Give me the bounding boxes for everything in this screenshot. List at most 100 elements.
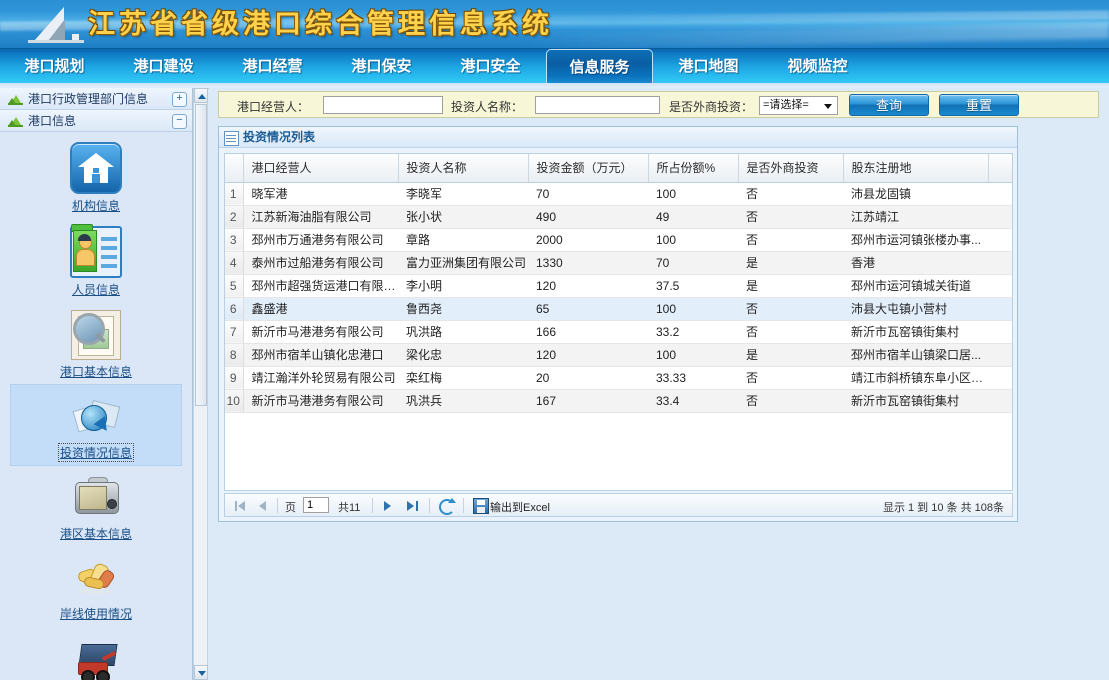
document-magnifier-icon <box>71 310 121 360</box>
sidebar-item-personnel-info[interactable]: 人员信息 <box>10 218 182 302</box>
cell-place: 沛县大屯镇小营村 <box>843 297 988 321</box>
nav-tab-info-service[interactable]: 信息服务 <box>546 49 653 84</box>
person-card-icon <box>70 224 122 278</box>
sidebar-item-organization-info[interactable]: 机构信息 <box>10 134 182 218</box>
cell-rownum: 1 <box>225 182 244 206</box>
column-header-place[interactable]: 股东注册地 <box>843 154 989 183</box>
column-header-rownum <box>225 154 244 183</box>
cell-share: 70 <box>648 251 738 275</box>
grid-icon <box>224 131 239 146</box>
cell-place: 邳州市运河镇城关街道 <box>843 274 988 298</box>
first-page-button[interactable] <box>233 498 249 514</box>
cell-investor: 章路 <box>398 228 528 252</box>
reset-button[interactable]: 重置 <box>939 94 1019 116</box>
logo-mark-icon <box>28 4 84 44</box>
table-row[interactable]: 4 泰州市过船港务有限公司 富力亚洲集团有限公司 1330 70 是 香港 <box>225 251 1012 275</box>
scroll-down-arrow-icon[interactable] <box>194 665 208 680</box>
sidebar-item-wharf-info[interactable]: 码头信息 <box>10 626 182 680</box>
table-row[interactable]: 3 邳州市万通港务有限公司 章路 2000 100 否 邳州市运河镇张楼办事..… <box>225 228 1012 252</box>
scroll-up-arrow-icon[interactable] <box>194 88 208 103</box>
table-row[interactable]: 9 靖江瀚洋外轮贸易有限公司 栾红梅 20 33.33 否 靖江市斜桥镇东阜小区… <box>225 366 1012 390</box>
cell-foreign: 否 <box>738 297 843 321</box>
page-number-input[interactable] <box>303 497 329 513</box>
foreign-investment-select-value: =请选择= <box>763 99 809 111</box>
cell-amount: 166 <box>528 320 648 344</box>
cell-rownum: 5 <box>225 274 244 298</box>
cell-rownum: 10 <box>225 389 244 413</box>
cell-amount: 65 <box>528 297 648 321</box>
cell-place: 沛县龙固镇 <box>843 182 988 206</box>
cell-spacer <box>988 251 1012 275</box>
cell-spacer <box>988 366 1012 390</box>
collapse-button-port-info[interactable]: − <box>172 114 187 129</box>
cell-amount: 490 <box>528 205 648 229</box>
table-row[interactable]: 7 新沂市马港港务有限公司 巩洪路 166 33.2 否 新沂市瓦窑镇街集村 <box>225 320 1012 344</box>
table-row[interactable]: 6 鑫盛港 鲁西尧 65 100 否 沛县大屯镇小营村 <box>225 297 1012 321</box>
hill-icon <box>8 93 23 105</box>
column-header-foreign[interactable]: 是否外商投资 <box>738 154 844 183</box>
table-row[interactable]: 1 晓军港 李晓军 70 100 否 沛县龙固镇 <box>225 182 1012 206</box>
sidebar-item-port-area-info-label: 港区基本信息 <box>59 527 132 541</box>
cell-share: 37.5 <box>648 274 738 298</box>
page-label: 页 <box>285 502 296 514</box>
cell-operator: 邳州市超强货运港口有限公司 <box>243 274 398 298</box>
table-row[interactable]: 10 新沂市马港港务有限公司 巩洪兵 167 33.4 否 新沂市瓦窑镇街集村 <box>225 389 1012 413</box>
foreign-investment-select[interactable]: =请选择= <box>759 96 838 115</box>
banner-highlight-lower <box>520 22 1109 48</box>
grid-scroll-region[interactable]: 港口经营人 投资人名称 投资金额（万元） 所占份额% 是否外商投资 股东注册地 … <box>224 153 1013 491</box>
cell-foreign: 是 <box>738 251 843 275</box>
cell-share: 100 <box>648 228 738 252</box>
refresh-icon[interactable] <box>438 498 456 515</box>
scrollbar-thumb[interactable] <box>195 104 207 406</box>
column-header-operator[interactable]: 港口经营人 <box>243 154 399 183</box>
cell-investor: 李晓军 <box>398 182 528 206</box>
cell-spacer <box>988 205 1012 229</box>
main-navigation: 港口规划 港口建设 港口经营 港口保安 港口安全 信息服务 港口地图 视频监控 <box>0 48 1109 84</box>
investor-input[interactable] <box>535 96 660 114</box>
prev-page-button[interactable] <box>255 498 271 514</box>
table-row[interactable]: 8 邳州市宿羊山镇化忠港口 梁化忠 120 100 是 邳州市宿羊山镇梁口居..… <box>225 343 1012 367</box>
nav-tab-port-map[interactable]: 港口地图 <box>678 58 739 75</box>
cell-investor: 巩洪路 <box>398 320 528 344</box>
next-page-button[interactable] <box>380 498 396 514</box>
cell-operator: 新沂市马港港务有限公司 <box>243 389 398 413</box>
cell-rownum: 4 <box>225 251 244 275</box>
tree-node-port-info[interactable]: 港口信息 − <box>0 110 192 132</box>
column-header-amount[interactable]: 投资金额（万元） <box>528 154 649 183</box>
last-page-button[interactable] <box>405 498 421 514</box>
excel-save-icon[interactable] <box>473 498 489 514</box>
cell-foreign: 否 <box>738 228 843 252</box>
query-button[interactable]: 查询 <box>849 94 929 116</box>
sidebar-scrollbar[interactable] <box>193 88 208 680</box>
column-header-investor[interactable]: 投资人名称 <box>398 154 529 183</box>
expand-button-admin-dept[interactable]: + <box>172 92 187 107</box>
system-title: 江苏省省级港口综合管理信息系统 <box>88 9 553 40</box>
nav-tab-port-safety[interactable]: 港口安全 <box>460 58 521 75</box>
table-row[interactable]: 2 江苏新海油脂有限公司 张小状 490 49 否 江苏靖江 <box>225 205 1012 229</box>
grid-title-bar: 投资情况列表 <box>219 127 1017 148</box>
cell-amount: 2000 <box>528 228 648 252</box>
nav-tab-port-construction[interactable]: 港口建设 <box>133 58 194 75</box>
operator-input[interactable] <box>323 96 443 114</box>
cell-amount: 70 <box>528 182 648 206</box>
column-header-share[interactable]: 所占份额% <box>648 154 739 183</box>
cell-share: 100 <box>648 297 738 321</box>
sidebar-item-coastline-usage[interactable]: 岸线使用情况 <box>10 546 182 626</box>
cell-amount: 120 <box>528 274 648 298</box>
nav-tab-port-security[interactable]: 港口保安 <box>351 58 412 75</box>
table-row[interactable]: 5 邳州市超强货运港口有限公司 李小明 120 37.5 是 邳州市运河镇城关街… <box>225 274 1012 298</box>
nav-tab-port-operation[interactable]: 港口经营 <box>242 58 303 75</box>
tree-node-admin-dept[interactable]: 港口行政管理部门信息 + <box>0 88 192 110</box>
sidebar-item-port-basic-info[interactable]: 港口基本信息 <box>10 302 182 384</box>
sidebar-panel: 港口行政管理部门信息 + 港口信息 − 机构信息 人员信息 <box>0 88 193 680</box>
sidebar-item-investment-info[interactable]: 投资情况信息 <box>10 384 182 466</box>
cell-spacer <box>988 297 1012 321</box>
nav-tab-port-planning[interactable]: 港口规划 <box>24 58 85 75</box>
chevron-down-icon <box>824 104 832 109</box>
sidebar-item-port-area-info[interactable]: 港区基本信息 <box>10 466 182 546</box>
investment-grid-panel: 投资情况列表 港口经营人 投资人名称 投资金额（万元） <box>218 126 1018 522</box>
export-excel-link[interactable]: 输出到Excel <box>490 502 550 514</box>
cell-operator: 江苏新海油脂有限公司 <box>243 205 398 229</box>
nav-tab-video-monitor[interactable]: 视频监控 <box>787 58 848 75</box>
